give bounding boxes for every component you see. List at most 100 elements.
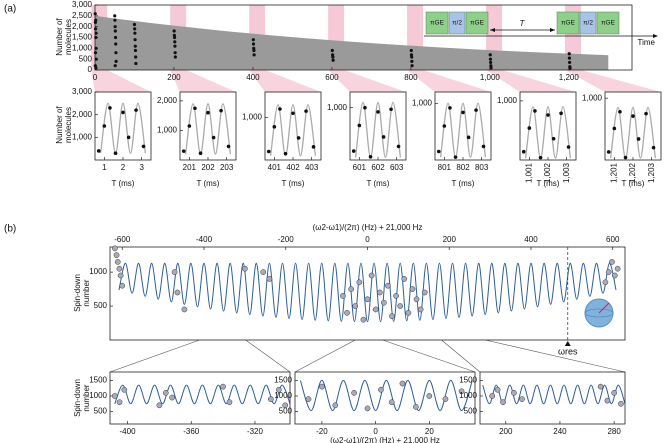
data-point [134, 108, 138, 112]
zoom-wedge [170, 70, 236, 92]
data-point [604, 397, 611, 404]
fit-area [95, 15, 609, 71]
data-point [193, 106, 197, 111]
data-point [488, 57, 493, 61]
data-point [169, 394, 175, 401]
data-point [494, 386, 501, 393]
data-point [331, 55, 335, 59]
y-tick-label: 2,000 [72, 22, 93, 31]
y-tick-label: 1,500 [72, 33, 93, 42]
data-point [605, 269, 612, 275]
data-point [609, 259, 615, 265]
x-axis-label: T (ms) [197, 179, 220, 188]
data-point [376, 110, 380, 114]
data-point [181, 306, 188, 313]
data-point [533, 109, 537, 113]
data-point [527, 126, 532, 130]
zoom-wedge [486, 70, 576, 92]
x-tick-label: 1,002 [543, 162, 552, 183]
x-tick-label: 803 [475, 163, 489, 172]
fit-curve [482, 384, 626, 405]
zoom-wedge [249, 70, 321, 92]
data-point [344, 309, 350, 316]
y-axis-label: Spin-down number [73, 274, 91, 312]
data-point [116, 265, 123, 272]
pulse-label: πGE [601, 20, 616, 27]
annotation-label: ωres [558, 346, 578, 356]
data-point [173, 44, 177, 48]
x-tick-label: 1 [102, 163, 107, 172]
pulse-box [448, 11, 466, 35]
data-point [372, 306, 379, 313]
data-point [388, 399, 395, 406]
data-point [172, 29, 176, 33]
x-tick-label: 601 [353, 163, 367, 172]
data-point [266, 276, 273, 282]
data-point [401, 276, 408, 282]
plot-frame [109, 371, 291, 425]
x-tick-label: 402 [286, 163, 300, 172]
y-tick-label: 2,000 [72, 110, 93, 119]
data-point [117, 272, 124, 279]
data-point [500, 399, 506, 406]
y-tick-label: 3,000 [72, 0, 93, 9]
data-point [94, 57, 98, 61]
data-point [597, 383, 604, 390]
data-point [511, 390, 517, 396]
data-point [187, 124, 192, 128]
pulse-box [596, 11, 620, 35]
data-point [436, 149, 441, 154]
delay-label: T [520, 19, 526, 28]
data-point [220, 383, 226, 390]
data-point [567, 56, 572, 60]
data-point [156, 402, 163, 409]
x-tick-label: 802 [456, 163, 470, 172]
data-point [410, 59, 414, 63]
data-point [141, 144, 146, 149]
y-tick-label: 1500 [274, 376, 292, 385]
data-point [417, 306, 424, 313]
x-tick-label: 1,203 [647, 162, 656, 183]
data-point [114, 259, 121, 265]
arrow-head [550, 28, 555, 32]
data-point [413, 404, 419, 410]
data-point [381, 135, 386, 139]
x-tick-label: 1,201 [609, 162, 618, 183]
x-tick-label: 400 [246, 73, 260, 82]
y-tick-label: 1500 [89, 376, 107, 385]
data-point [113, 64, 117, 68]
fit-curve [354, 101, 402, 159]
zoom-line [245, 339, 291, 373]
x-tick-label: 200 [167, 73, 181, 82]
arrow-head [490, 28, 495, 32]
data-point [426, 393, 433, 399]
data-point [623, 155, 628, 160]
y-tick-label: 1,000 [582, 93, 603, 102]
data-point [206, 110, 210, 115]
panel-label: (b) [4, 224, 16, 235]
data-point [519, 396, 525, 402]
data-point [251, 42, 256, 46]
data-point [291, 111, 295, 116]
data-point [134, 61, 138, 66]
x-tick-label: 400 [524, 235, 538, 244]
x-tick-label: 602 [371, 163, 385, 172]
y-tick-label: 1,000 [72, 132, 93, 141]
y-tick-label: 500 [464, 407, 478, 416]
data-point [330, 48, 334, 53]
data-point [410, 64, 414, 68]
data-point [181, 149, 186, 153]
data-point [568, 60, 572, 65]
data-point [282, 402, 289, 409]
y-tick-label: 1000 [89, 267, 107, 276]
y-tick-label: 1,000 [242, 113, 263, 122]
y-tick-label: 3,000 [72, 87, 93, 96]
plot-frame [604, 91, 662, 161]
y-axis-label: Number of molecules [55, 106, 73, 144]
y-axis-label: Number of molecules [55, 18, 73, 56]
data-point [340, 293, 346, 299]
x-tick-label: 600 [325, 73, 339, 82]
data-point [380, 299, 387, 306]
y-tick-label: 500 [94, 407, 108, 416]
x-tick-label: 403 [305, 163, 319, 172]
